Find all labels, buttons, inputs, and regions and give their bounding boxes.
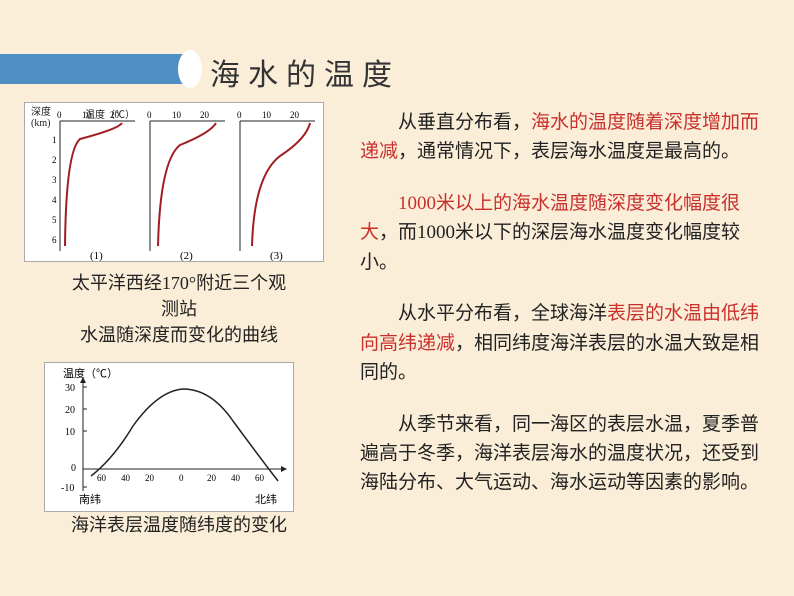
svg-text:10: 10 [262,110,272,120]
svg-text:2: 2 [52,155,57,165]
svg-text:40: 40 [231,473,241,483]
svg-text:40: 40 [121,473,131,483]
svg-text:20: 20 [290,110,300,120]
paragraph-1: 从垂直分布看，海水的温度随着深度增加而递减，通常情况下，表层海水温度是最高的。 [360,108,770,167]
svg-text:30: 30 [65,383,75,394]
page-title: 海水的温度 [210,50,400,94]
svg-text:5: 5 [52,215,57,225]
title-circle [178,50,202,88]
svg-text:1: 1 [52,135,57,145]
svg-text:10: 10 [172,110,182,120]
svg-text:0: 0 [71,463,76,474]
svg-text:6: 6 [52,235,57,245]
svg-text:20: 20 [145,473,155,483]
svg-text:(3): (3) [270,250,283,262]
svg-text:3: 3 [52,175,57,185]
svg-text:-10: -10 [61,483,74,494]
svg-text:60: 60 [97,473,107,483]
left-column: 深度(km) 温度（℃） 12 34 56 01020 (1) 01020 (2… [24,102,334,552]
svg-text:温度（℃）: 温度（℃） [63,366,118,380]
svg-text:北纬: 北纬 [255,493,277,506]
svg-text:20: 20 [65,405,75,416]
svg-text:(1): (1) [90,250,103,262]
svg-text:10: 10 [82,110,92,120]
svg-text:4: 4 [52,195,57,205]
svg-text:60: 60 [255,473,265,483]
paragraph-4: 从季节来看，同一海区的表层水温，夏季普遍高于冬季，海洋表层海水的温度状况，还受到… [360,410,770,498]
svg-text:20: 20 [110,110,120,120]
paragraph-3: 从水平分布看，全球海洋表层的水温由低纬向高纬递减，相同纬度海洋表层的水温大致是相… [360,299,770,387]
svg-text:20: 20 [200,110,210,120]
svg-text:南纬: 南纬 [79,493,101,506]
svg-text:10: 10 [65,427,75,438]
title-accent-bar [0,54,190,84]
chart1-caption: 太平洋西经170°附近三个观 测站 水温随深度而变化的曲线 [24,270,334,348]
svg-text:20: 20 [207,473,217,483]
chart2-caption: 海洋表层温度随纬度的变化 [24,512,334,538]
paragraph-2: 1000米以上的海水温度随深度变化幅度很大，而1000米以下的深层海水温度变化幅… [360,189,770,277]
depth-temp-chart: 深度(km) 温度（℃） 12 34 56 01020 (1) 01020 (2… [24,102,324,262]
svg-text:0: 0 [237,110,242,120]
svg-text:(2): (2) [180,250,193,262]
right-column: 从垂直分布看，海水的温度随着深度增加而递减，通常情况下，表层海水温度是最高的。 … [360,108,770,520]
latitude-temp-chart: 温度（℃） 30 20 10 0 -10 60 40 20 0 20 [44,362,294,512]
svg-text:0: 0 [147,110,152,120]
svg-text:0: 0 [179,473,184,483]
svg-text:0: 0 [57,110,62,120]
